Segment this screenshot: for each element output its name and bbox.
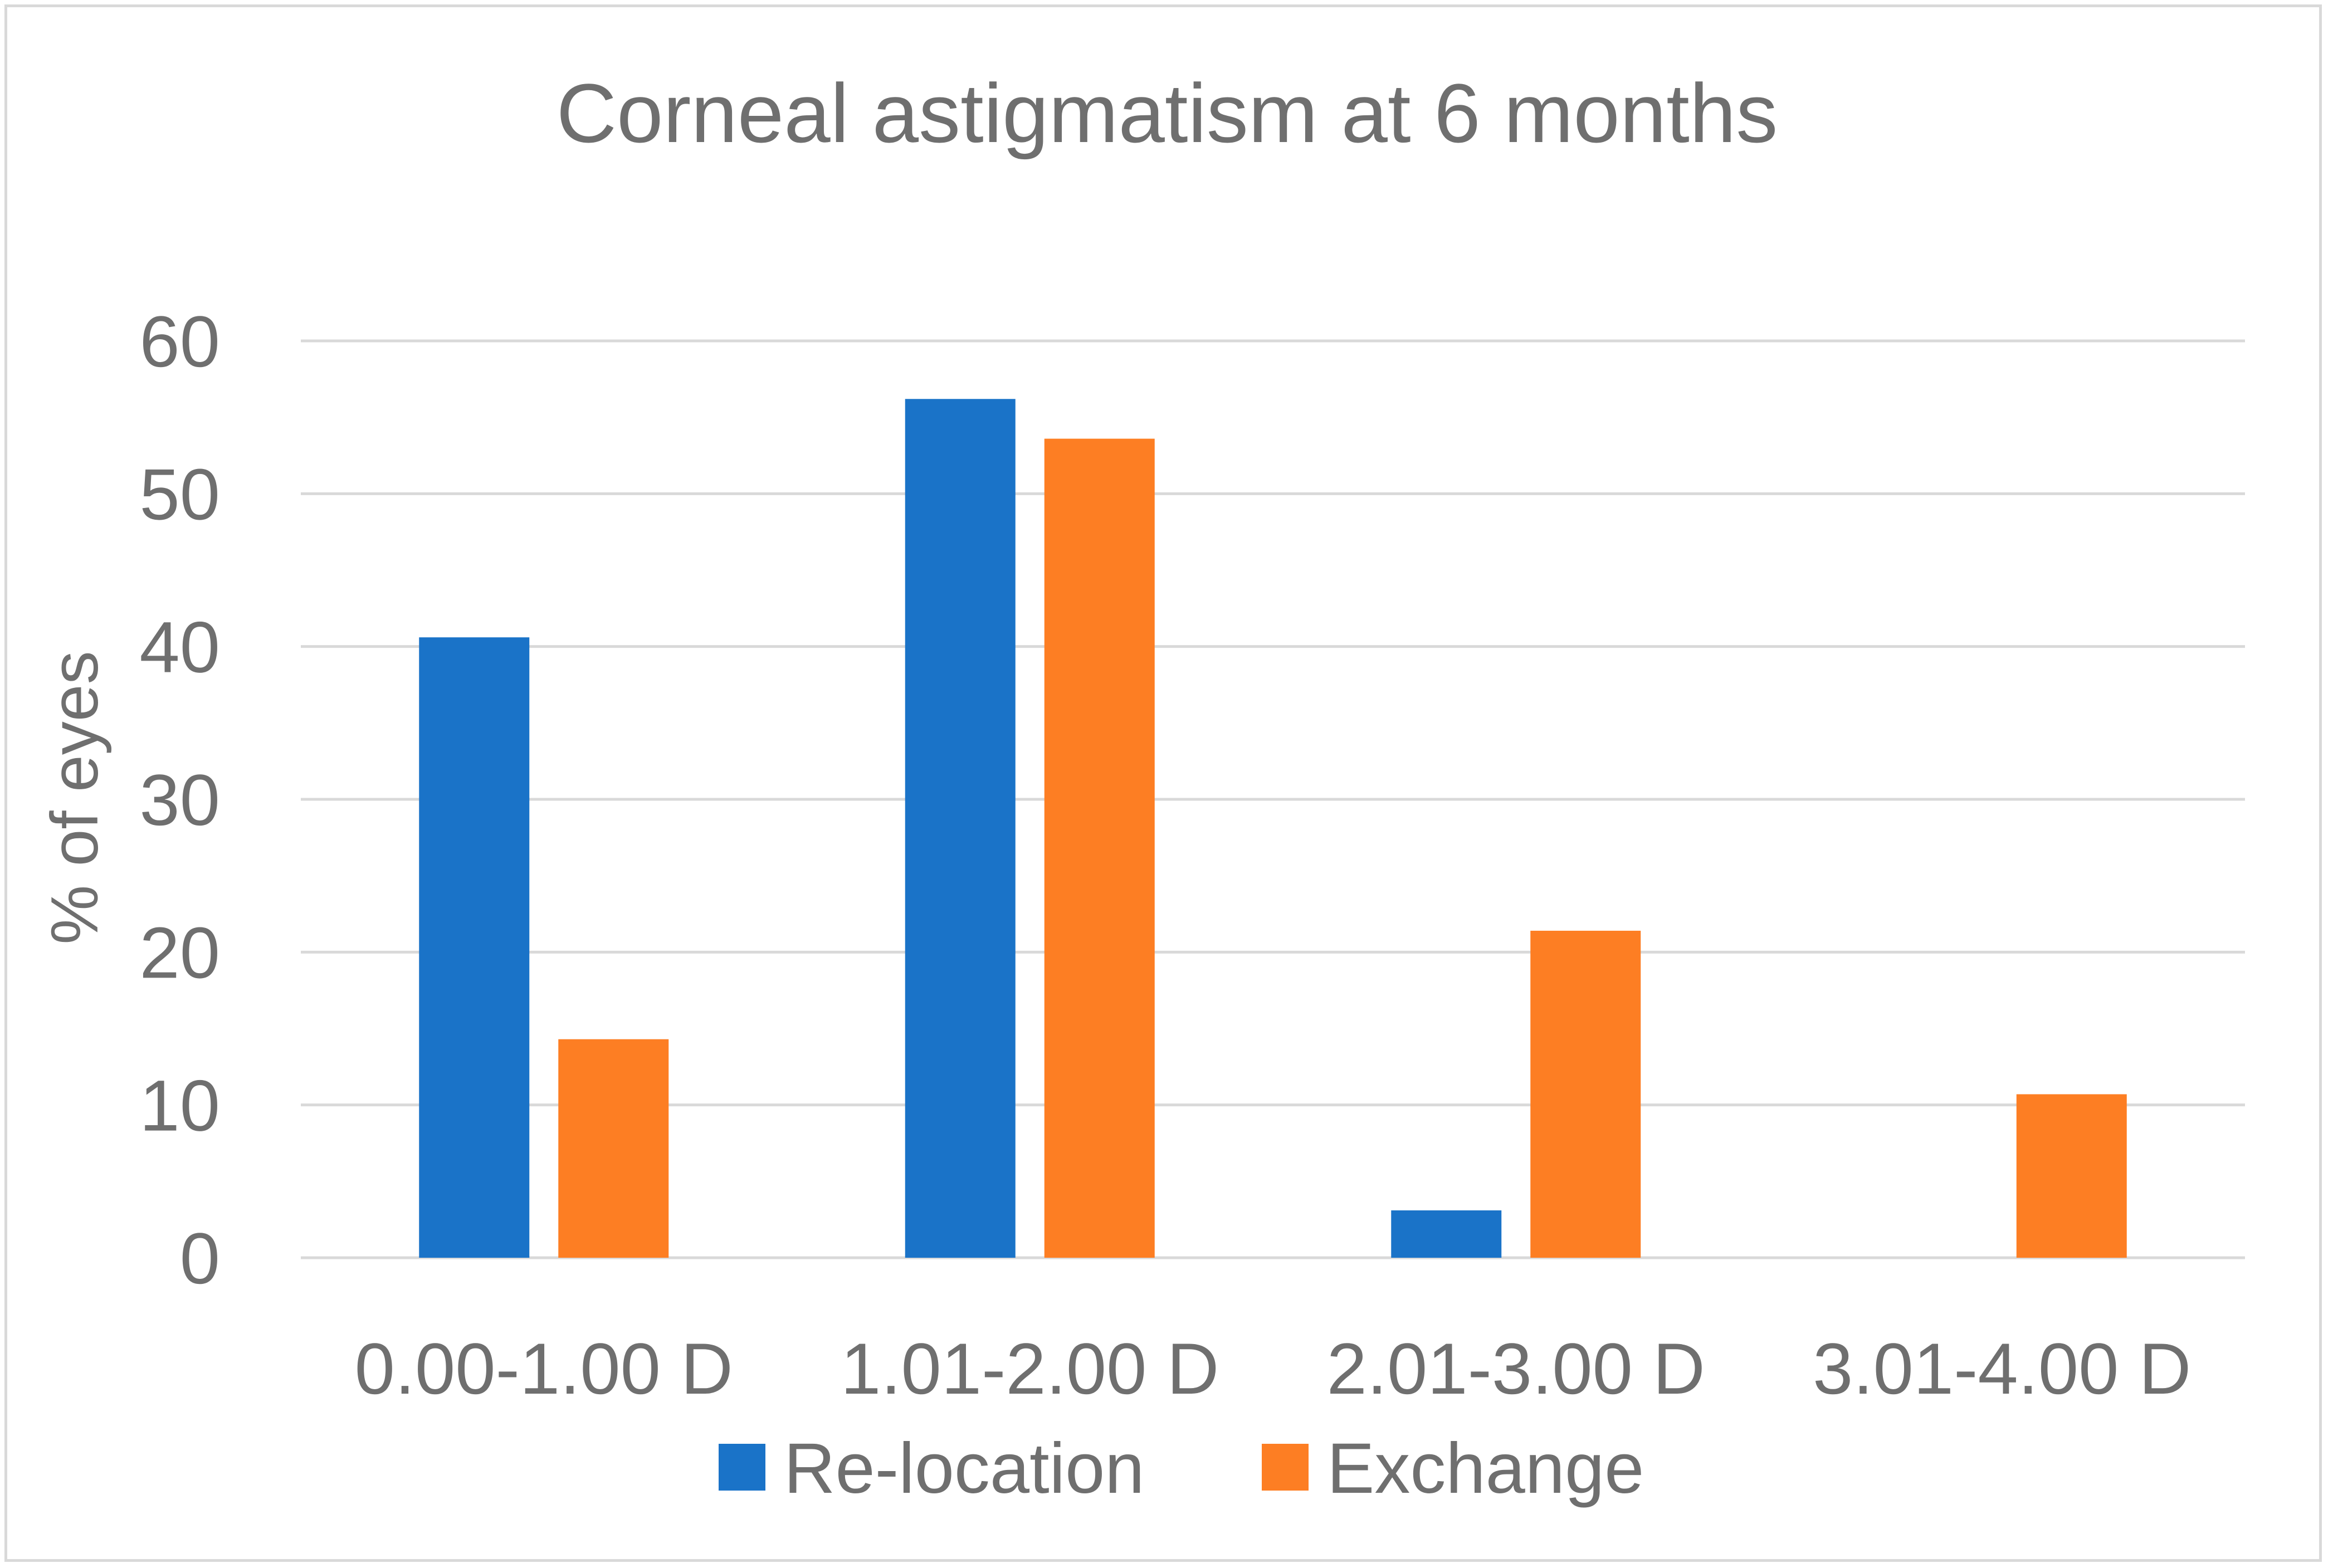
y-tick-label: 60	[139, 301, 220, 382]
y-tick-label: 50	[139, 453, 220, 535]
x-tick-label: 1.01-2.00 D	[841, 1328, 1219, 1409]
y-axis-ticks: 0 10 20 30 40 50 60	[139, 301, 220, 1299]
y-tick-label: 0	[180, 1218, 220, 1299]
legend-swatch-exchange	[1262, 1444, 1309, 1491]
legend-swatch-re-location	[719, 1444, 765, 1491]
bar-exchange-2	[1044, 438, 1155, 1258]
legend-label-exchange: Exchange	[1327, 1429, 1644, 1508]
chart-title: Corneal astigmatism at 6 months	[557, 66, 1778, 160]
x-axis-ticks: 0.00-1.00 D 1.01-2.00 D 2.01-3.00 D 3.01-4.…	[355, 1328, 2192, 1409]
bar-re-location-2	[905, 399, 1016, 1258]
y-tick-label: 20	[139, 912, 220, 993]
x-tick-label: 0.00-1.00 D	[355, 1328, 733, 1409]
bar-re-location-1	[419, 637, 530, 1258]
bars	[419, 399, 2127, 1258]
y-tick-label: 40	[139, 607, 220, 688]
y-tick-label: 10	[139, 1065, 220, 1146]
y-axis-title: % of eyes	[37, 651, 112, 945]
bar-exchange-3	[1530, 930, 1641, 1258]
bar-exchange-4	[2016, 1094, 2127, 1258]
legend-label-re-location: Re-location	[784, 1429, 1144, 1508]
x-tick-label: 2.01-3.00 D	[1327, 1328, 1705, 1409]
chart-frame	[4, 4, 2322, 1562]
legend: Re-location Exchange	[719, 1429, 1644, 1508]
x-tick-label: 3.01-4.00 D	[1813, 1328, 2191, 1409]
bar-exchange-1	[558, 1039, 669, 1258]
bar-re-location-3	[1391, 1210, 1502, 1258]
y-tick-label: 30	[139, 759, 220, 841]
